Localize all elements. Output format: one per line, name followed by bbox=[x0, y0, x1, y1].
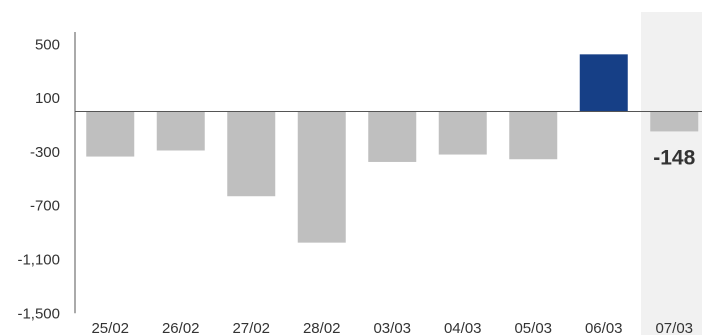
x-tick-label: 28/02 bbox=[303, 320, 341, 335]
bar-05-03 bbox=[509, 111, 558, 160]
y-tick-label: -300 bbox=[30, 144, 60, 161]
y-tick-label: -1,500 bbox=[17, 305, 60, 322]
y-tick-label: -1,100 bbox=[17, 251, 60, 268]
y-tick-label: -700 bbox=[30, 198, 60, 215]
x-tick-label: 06/03 bbox=[585, 320, 623, 335]
bar-07-03 bbox=[650, 111, 699, 132]
x-tick-label: 26/02 bbox=[162, 320, 200, 335]
x-tick-label: 05/03 bbox=[514, 320, 552, 335]
y-tick-label: 100 bbox=[35, 90, 60, 107]
bar-06-03 bbox=[579, 54, 628, 112]
bar-27-02 bbox=[227, 111, 276, 197]
highlight-column-background bbox=[641, 12, 702, 335]
data-label: -148 bbox=[653, 146, 695, 169]
bar-03-03 bbox=[368, 111, 417, 162]
bar-26-02 bbox=[156, 111, 205, 151]
bar-25-02 bbox=[86, 111, 135, 157]
x-tick-label: 27/02 bbox=[232, 320, 270, 335]
bar-28-02 bbox=[297, 111, 346, 243]
x-tick-label: 03/03 bbox=[373, 320, 411, 335]
bar-04-03 bbox=[438, 111, 487, 155]
x-tick-label: 07/03 bbox=[655, 320, 693, 335]
x-tick-label: 04/03 bbox=[444, 320, 482, 335]
x-tick-label: 25/02 bbox=[91, 320, 129, 335]
y-tick-label: 500 bbox=[35, 36, 60, 53]
